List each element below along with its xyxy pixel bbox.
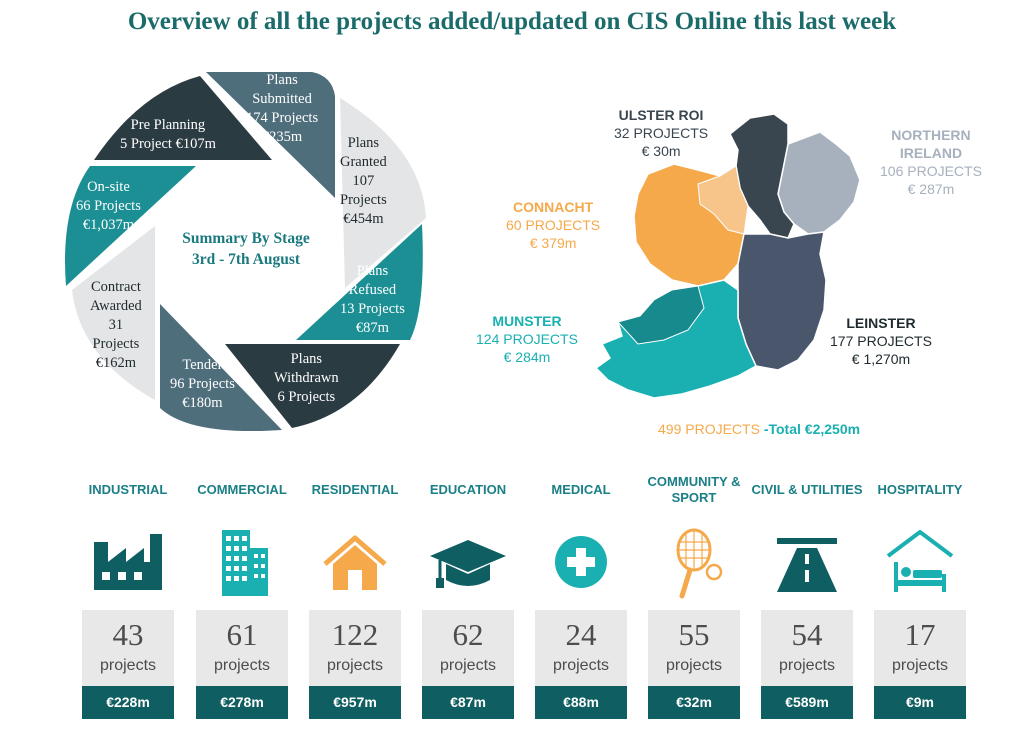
stage-label-tender: Tender 96 Projects €180m: [170, 357, 235, 411]
sector-value: €228m: [82, 686, 174, 719]
sector-label: HOSPITALITY: [877, 482, 963, 497]
province-leinster: LEINSTER 177 PROJECTS € 1,270m: [830, 315, 932, 367]
sector-value: €957m: [309, 686, 401, 719]
sector-count-box: 54 projects: [761, 610, 853, 686]
sector-unit: projects: [326, 657, 384, 674]
province-connacht: CONNACHT 60 PROJECTS € 379m: [506, 199, 601, 251]
stage-summary-wheel: Plans Submitted 174 Projects €235m Plans Gra…: [60, 68, 440, 438]
sector-count: 54: [791, 617, 823, 652]
stage-segment-plans-granted: [340, 98, 426, 288]
sector-count: 62: [452, 617, 484, 652]
sector-value: €88m: [535, 686, 627, 719]
sector-value: €32m: [648, 686, 740, 719]
map-total: 499 PROJECTS -Total €2,250m: [658, 421, 860, 437]
sector-count-box: 122 projects: [309, 610, 401, 686]
road-icon: [777, 538, 837, 592]
sector-count: 24: [565, 617, 597, 652]
sector-count: 55: [678, 617, 710, 652]
sector-count: 61: [226, 617, 258, 652]
sector-value: €589m: [761, 686, 853, 719]
sector-label: RESIDENTIAL: [311, 482, 399, 497]
sector-value: €9m: [874, 686, 966, 719]
ireland-province-map: [594, 113, 861, 399]
factory-icon: [94, 534, 162, 590]
stage-segment-contract-awarded: [72, 226, 155, 400]
hotel-bed-icon: [886, 530, 954, 592]
stage-summary-center-title: Summary By Stage 3rd - 7th August: [182, 230, 310, 268]
stage-label-plans-submitted: Plans Submitted 174 Projects €235m: [246, 72, 319, 145]
stage-label-contract-awarded: Contract Awarded 31 Projects €162m: [90, 279, 142, 371]
stage-label-on-site: On-site 66 Projects €1,037m: [76, 179, 141, 233]
sector-count-box: 62 projects: [422, 610, 514, 686]
sector-unit: projects: [439, 657, 497, 674]
sector-count-box: 61 projects: [196, 610, 288, 686]
tennis-racket-icon: [676, 528, 723, 599]
sector-count-box: 24 projects: [535, 610, 627, 686]
province-ulster-roi: ULSTER ROI 32 PROJECTS € 30m: [614, 107, 709, 159]
stage-segment-on-site: [65, 166, 196, 286]
sector-label: COMMERCIAL: [197, 482, 287, 497]
province-munster: MUNSTER 124 PROJECTS € 284m: [476, 313, 578, 365]
stage-label-plans-granted: Plans Granted 107 Projects €454m: [340, 135, 387, 227]
total-projects: 499 PROJECTS: [658, 421, 764, 437]
sector-unit: projects: [552, 657, 610, 674]
sector-count: 43: [112, 617, 144, 652]
stage-segment-pre-planning: [94, 76, 272, 160]
sector-value: €87m: [422, 686, 514, 719]
stage-label-plans-withdrawn: Plans Withdrawn 6 Projects: [274, 351, 339, 405]
page-title: Overview of all the projects added/updat…: [127, 8, 897, 35]
sector-count-box: 43 projects: [82, 610, 174, 686]
map-region-munster-west: [617, 285, 705, 345]
total-value: -Total €2,250m: [763, 421, 861, 437]
house-icon: [323, 535, 387, 590]
sector-count: 17: [904, 617, 936, 652]
sector-count-box: 17 projects: [874, 610, 966, 686]
sector-value: €278m: [196, 686, 288, 719]
graduation-cap-icon: [430, 540, 506, 588]
sector-label: CIVIL & UTILITIES: [751, 482, 863, 497]
sector-label: EDUCATION: [429, 482, 507, 497]
sector-count: 122: [331, 617, 379, 652]
sector-unit: projects: [778, 657, 836, 674]
sector-unit: projects: [891, 657, 949, 674]
province-northern-ireland: NORTHERN IRELAND 106 PROJECTS € 287m: [880, 127, 982, 197]
sector-unit: projects: [213, 657, 271, 674]
sector-label: COMMUNITY & SPORT: [647, 474, 741, 505]
stage-segment-plans-refused: [296, 224, 423, 340]
map-region-leinster: [737, 231, 827, 371]
medical-cross-icon: [555, 536, 607, 588]
sector-label: INDUSTRIAL: [88, 482, 168, 497]
office-building-icon: [222, 530, 268, 596]
stage-label-plans-refused: Plans Refused 13 Projects €87m: [340, 263, 405, 336]
map-region-connacht-inner: [697, 165, 749, 235]
stage-wheel-graphic: [65, 72, 426, 432]
stage-segment-plans-submitted: [206, 72, 335, 198]
stage-segment-plans-withdrawn: [225, 344, 400, 428]
stage-segment-tender: [160, 304, 282, 432]
sector-label: MEDICAL: [551, 482, 611, 497]
sector-unit: projects: [99, 657, 157, 674]
stage-label-pre-planning: Pre Planning 5 Project €107m: [120, 117, 216, 152]
sector-unit: projects: [665, 657, 723, 674]
sector-count-box: 55 projects: [648, 610, 740, 686]
